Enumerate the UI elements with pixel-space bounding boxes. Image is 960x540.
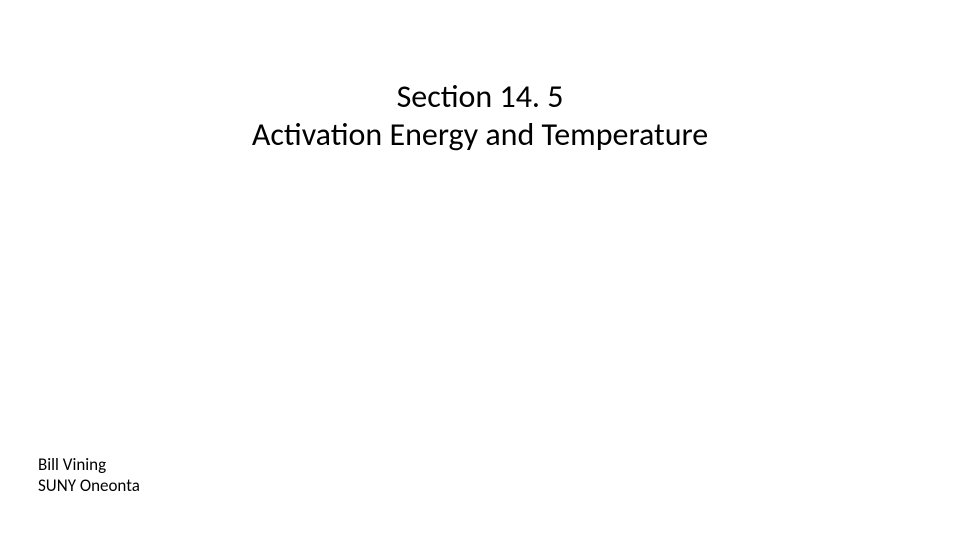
slide-title-block: Section 14. 5 Activation Energy and Temp… bbox=[0, 78, 960, 155]
author-name: Bill Vining bbox=[38, 454, 140, 475]
author-affiliation: SUNY Oneonta bbox=[38, 475, 140, 496]
slide-title-line-2: Activation Energy and Temperature bbox=[0, 116, 960, 154]
slide-footer-block: Bill Vining SUNY Oneonta bbox=[38, 454, 140, 497]
slide-title-line-1: Section 14. 5 bbox=[0, 78, 960, 116]
